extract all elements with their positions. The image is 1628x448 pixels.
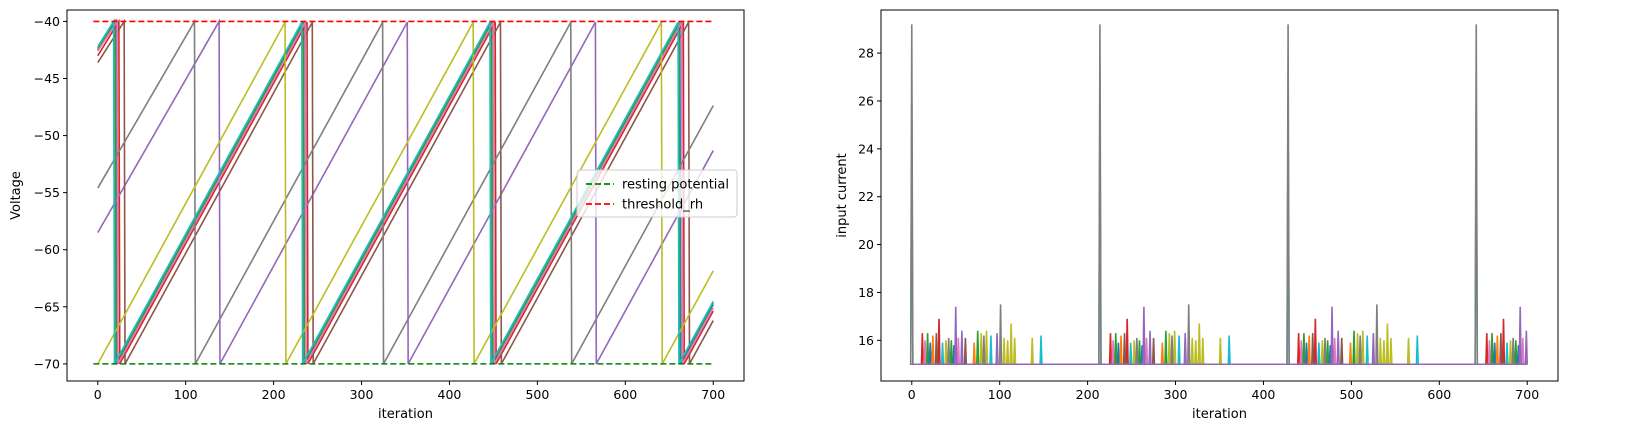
x-tick-label: 0 (94, 387, 102, 402)
y-tick-label: −65 (34, 299, 60, 314)
x-tick-label: 400 (438, 387, 462, 402)
voltage-plot: 0 100 200 300 400 500 600 700 −70 −65 −60 −55 −50 −45… (9, 9, 745, 422)
voltage-series-9 (97, 21, 714, 365)
voltage-series-8 (97, 18, 714, 365)
current-series-10 (911, 306, 1529, 366)
current-plot-series (909, 24, 1529, 366)
current-series-9 (909, 24, 1528, 366)
x-tick-label: 600 (613, 387, 637, 402)
current-series-3 (911, 330, 1528, 366)
current-series-8 (911, 323, 1528, 366)
current-series-7 (909, 105, 1528, 366)
x-tick-label: 0 (908, 387, 916, 402)
current-x-axis-label: iteration (1192, 407, 1247, 422)
y-tick-label: −60 (34, 242, 60, 257)
x-tick-label: 700 (701, 387, 725, 402)
voltage-x-axis-label: iteration (378, 407, 433, 422)
x-tick-label: 300 (350, 387, 374, 402)
legend-threshold-label: threshold_rh (622, 198, 703, 213)
y-tick-label: 20 (858, 237, 874, 252)
x-tick-label: 100 (988, 387, 1012, 402)
current-plot-frame (880, 9, 1559, 382)
y-tick-label: −40 (34, 14, 60, 29)
x-tick-label: 200 (262, 387, 286, 402)
legend-resting-label: resting potential (622, 178, 729, 193)
x-tick-label: 300 (1164, 387, 1188, 402)
voltage-legend: resting potential threshold_rh (576, 169, 738, 218)
x-tick-label: 100 (174, 387, 198, 402)
voltage-y-axis-label: Voltage (9, 171, 24, 220)
x-tick-label: 500 (525, 387, 549, 402)
x-tick-label: 700 (1515, 387, 1539, 402)
y-tick-label: 18 (858, 285, 874, 300)
current-plot: 0 100 200 300 400 500 600 700 16 18 20 22 24 26 28 ite… (835, 9, 1559, 422)
y-tick-label: −70 (34, 356, 60, 371)
y-tick-label: 26 (858, 93, 874, 108)
y-tick-label: −50 (34, 128, 60, 143)
voltage-plot-frame (66, 9, 745, 382)
x-tick-label: 400 (1252, 387, 1276, 402)
current-y-axis-label: input current (835, 153, 850, 237)
y-tick-label: 16 (858, 333, 874, 348)
legend-frame (576, 169, 738, 218)
x-tick-label: 200 (1076, 387, 1100, 402)
y-tick-label: −45 (34, 71, 60, 86)
y-tick-label: 28 (858, 46, 874, 61)
y-tick-label: 24 (858, 141, 874, 156)
x-tick-label: 600 (1427, 387, 1451, 402)
voltage-plot-ticks: 0 100 200 300 400 500 600 700 −70 −65 −60 −55 −50 −45… (34, 14, 726, 402)
y-tick-label: −55 (34, 185, 60, 200)
x-tick-label: 500 (1339, 387, 1363, 402)
current-plot-ticks: 0 100 200 300 400 500 600 700 16 18 20 22 24 26 28 (858, 46, 1539, 402)
y-tick-label: 22 (858, 189, 874, 204)
